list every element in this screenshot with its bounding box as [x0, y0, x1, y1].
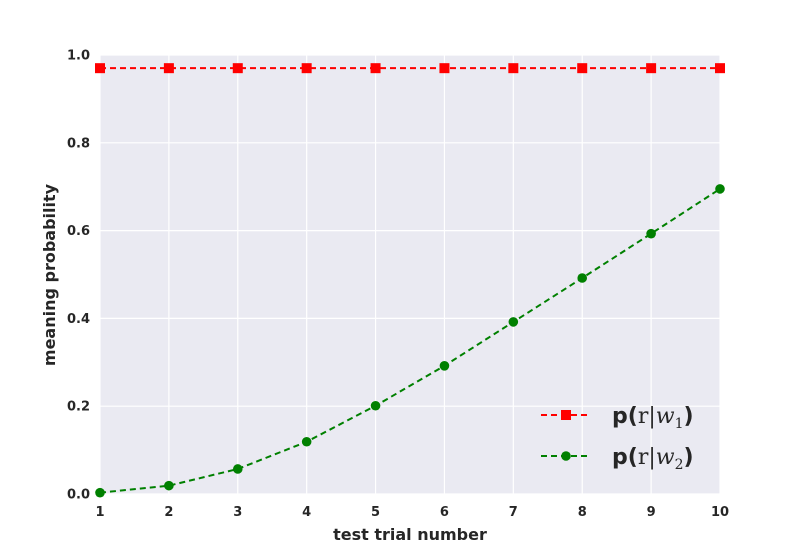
circle-marker: [95, 487, 105, 498]
x-tick-label: 4: [302, 505, 311, 520]
legend-label: p(r|w2): [612, 445, 694, 473]
square-marker: [646, 63, 657, 74]
x-tick-label: 2: [164, 505, 173, 520]
y-tick-label: 0.8: [67, 136, 90, 151]
square-marker: [577, 63, 588, 74]
square-marker: [232, 63, 243, 74]
y-tick-labels: 0.0 0.2 0.4 0.6 0.8 1.0: [67, 49, 90, 503]
x-tick-label: 6: [440, 505, 449, 520]
square-marker: [370, 63, 381, 74]
series-layer: [95, 63, 725, 498]
y-tick-label: 0.6: [67, 224, 90, 239]
circle-marker-legend: [561, 451, 571, 461]
circle-marker: [577, 273, 588, 283]
x-tick-label: 3: [233, 505, 242, 520]
series-2: [95, 184, 725, 498]
x-tick-label: 9: [647, 505, 656, 520]
square-marker: [508, 63, 519, 74]
x-tick-label: 5: [371, 505, 380, 520]
circle-marker: [370, 400, 381, 411]
series-1: [95, 63, 725, 74]
circle-marker: [164, 480, 174, 491]
square-marker-legend: [561, 410, 571, 420]
plot-area: [100, 55, 720, 494]
square-marker: [301, 63, 312, 74]
y-tick-label: 0.2: [67, 400, 90, 415]
circle-marker: [508, 317, 519, 327]
x-tick-label: 10: [711, 505, 729, 520]
x-tick-label: 7: [509, 505, 518, 520]
x-tick-labels: 1 2 3 4 5 6 7 8 9 10: [95, 505, 729, 520]
square-marker: [715, 63, 725, 74]
y-axis-label: meaning probability: [40, 183, 59, 366]
y-tick-label: 1.0: [67, 49, 90, 64]
legend-item: p(r|w2): [541, 445, 694, 473]
x-tick-label: 8: [578, 505, 587, 520]
y-tick-label: 0.4: [67, 312, 90, 327]
x-axis-label: test trial number: [333, 525, 487, 544]
square-marker: [439, 63, 450, 74]
circle-marker: [715, 184, 725, 194]
legend-label: p(r|w1): [612, 404, 694, 432]
series-line: [99, 188, 721, 494]
circle-marker: [646, 228, 656, 239]
x-tick-label: 1: [95, 505, 104, 520]
square-marker: [95, 63, 105, 74]
y-tick-label: 0.0: [67, 488, 90, 503]
circle-marker: [232, 464, 243, 474]
circle-marker: [439, 361, 450, 371]
circle-marker: [301, 436, 312, 447]
square-marker: [163, 63, 174, 74]
grid-lines: [99, 54, 721, 495]
legend-item: p(r|w1): [541, 404, 694, 432]
legend: p(r|w1) p(r|w2): [541, 404, 694, 473]
